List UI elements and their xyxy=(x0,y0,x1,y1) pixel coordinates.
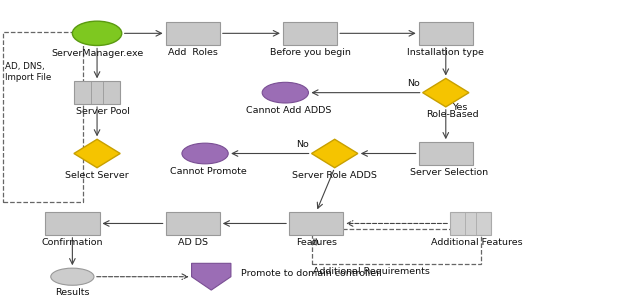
FancyBboxPatch shape xyxy=(289,212,343,235)
FancyBboxPatch shape xyxy=(418,22,473,45)
Text: Server Pool: Server Pool xyxy=(76,107,130,116)
Text: Promote to domain controller: Promote to domain controller xyxy=(241,269,379,278)
Text: Confirmation: Confirmation xyxy=(42,238,103,247)
Polygon shape xyxy=(192,263,231,290)
Ellipse shape xyxy=(182,143,228,164)
Text: Cannot Add ADDS: Cannot Add ADDS xyxy=(246,106,331,115)
Text: AD DS: AD DS xyxy=(178,238,208,247)
Text: Server Selection: Server Selection xyxy=(410,168,488,177)
Text: Results: Results xyxy=(55,288,90,297)
Polygon shape xyxy=(423,78,469,107)
Text: Select Server: Select Server xyxy=(65,171,129,180)
Ellipse shape xyxy=(262,82,309,103)
Text: ServerManager.exe: ServerManager.exe xyxy=(51,49,143,57)
Text: Yes: Yes xyxy=(452,103,467,112)
FancyBboxPatch shape xyxy=(166,22,220,45)
FancyBboxPatch shape xyxy=(283,22,337,45)
FancyBboxPatch shape xyxy=(166,212,220,235)
Text: Add  Roles: Add Roles xyxy=(168,48,218,57)
Text: Server Role ADDS: Server Role ADDS xyxy=(292,171,377,180)
FancyBboxPatch shape xyxy=(450,212,491,235)
Text: Installation type: Installation type xyxy=(407,48,484,57)
Ellipse shape xyxy=(73,21,122,45)
FancyBboxPatch shape xyxy=(418,142,473,165)
Ellipse shape xyxy=(51,268,94,285)
Text: AD, DNS,
Import File: AD, DNS, Import File xyxy=(5,62,51,82)
FancyBboxPatch shape xyxy=(45,212,100,235)
Text: Role-Based: Role-Based xyxy=(426,110,478,119)
Text: Additional Requirements: Additional Requirements xyxy=(313,267,430,276)
Text: Before you begin: Before you begin xyxy=(270,48,350,57)
Text: Features: Features xyxy=(296,238,337,247)
Polygon shape xyxy=(74,139,120,168)
FancyBboxPatch shape xyxy=(74,81,120,104)
Text: No: No xyxy=(296,140,309,149)
Text: No: No xyxy=(407,79,420,88)
Polygon shape xyxy=(311,139,358,168)
Text: Additional Features: Additional Features xyxy=(431,238,523,247)
Text: Cannot Promote: Cannot Promote xyxy=(170,167,247,176)
